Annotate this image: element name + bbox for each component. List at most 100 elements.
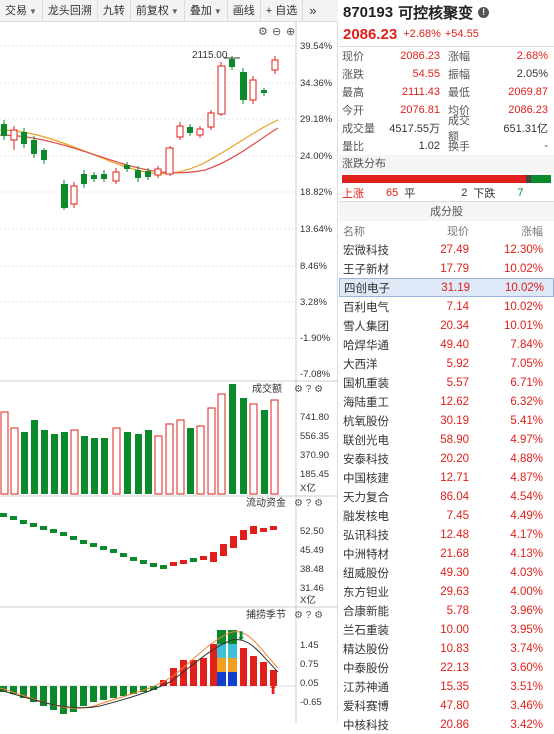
- component-row[interactable]: 合康新能 5.78 3.96%: [339, 601, 554, 620]
- quote-value: 2.05%: [516, 68, 548, 80]
- quote-key: 振幅: [448, 69, 470, 81]
- settings-icon[interactable]: ⚙ ? ⚙: [294, 498, 323, 509]
- component-change: 10.02%: [503, 300, 543, 313]
- axis-label: 29.18%: [300, 114, 333, 125]
- component-price: 10.00: [440, 623, 469, 636]
- quote-value: 2069.87: [508, 86, 548, 98]
- component-name: 哈焊华通: [343, 339, 389, 352]
- settings-icon[interactable]: ⚙: [258, 26, 268, 38]
- toolbar-draw[interactable]: 画线: [228, 0, 261, 22]
- component-price: 47.80: [440, 699, 469, 712]
- component-row[interactable]: 精达股份 10.83 3.74%: [339, 639, 554, 658]
- chart-panel[interactable]: 交易 ▼ 龙头回溯 九转 前复权 ▼ 叠加 ▼ 画线 + 自选 »: [0, 0, 338, 723]
- plus-icon[interactable]: ⊕: [286, 26, 295, 38]
- component-name: 海陆重工: [343, 396, 389, 409]
- component-row[interactable]: 雪人集团 20.34 10.01%: [339, 316, 554, 335]
- chevron-down-icon: ▼: [213, 6, 222, 16]
- toolbar-trade[interactable]: 交易 ▼: [0, 0, 43, 22]
- distribution-flat-segment: [525, 175, 532, 183]
- component-row[interactable]: 东方钽业 29.63 4.00%: [339, 582, 554, 601]
- component-row[interactable]: 中核科技 20.86 3.42%: [339, 715, 554, 734]
- component-name: 中泰股份: [343, 662, 389, 675]
- component-row[interactable]: 中国核建 12.71 4.87%: [339, 468, 554, 487]
- component-row[interactable]: 安泰科技 20.20 4.88%: [339, 449, 554, 468]
- component-row[interactable]: 天力复合 86.04 4.54%: [339, 487, 554, 506]
- more-icon[interactable]: »: [309, 2, 317, 18]
- component-change: 6.71%: [510, 376, 543, 389]
- component-price: 20.20: [440, 452, 469, 465]
- component-row[interactable]: 大西洋 5.92 7.05%: [339, 354, 554, 373]
- component-change: 4.97%: [510, 433, 543, 446]
- header-price[interactable]: 现价: [447, 225, 469, 238]
- minus-icon[interactable]: ⊖: [272, 26, 281, 38]
- volume-title: 成交额: [252, 382, 282, 395]
- fund-axis: 52.50 45.49 38.48 31.46 X亿: [300, 526, 324, 606]
- component-row[interactable]: 联创光电 58.90 4.97%: [339, 430, 554, 449]
- header-change[interactable]: 涨幅: [521, 225, 543, 238]
- price-grid: [0, 45, 296, 339]
- toolbar-adjust[interactable]: 前复权 ▼: [131, 0, 185, 22]
- quote-code: 870193: [343, 3, 394, 21]
- component-row[interactable]: 国机重装 5.57 6.71%: [339, 373, 554, 392]
- quote-price-row: 2086.23 +2.68% +54.55: [339, 24, 554, 44]
- toolbar-adjust-label: 前复权: [135, 4, 169, 17]
- distribution-up-segment: [342, 175, 526, 183]
- info-icon[interactable]: !: [478, 6, 490, 18]
- fund-bars: [0, 513, 277, 569]
- component-row[interactable]: 宏微科技 27.49 12.30%: [339, 240, 554, 259]
- component-price: 21.68: [440, 547, 469, 560]
- quote-key: 最低: [448, 87, 470, 99]
- component-change: 4.17%: [510, 528, 543, 541]
- change-amount: +54.55: [444, 28, 479, 40]
- component-row[interactable]: 江苏神通 15.35 3.51%: [339, 677, 554, 696]
- component-row[interactable]: 四创电子 31.19 10.02%: [339, 278, 554, 297]
- catch-title: 捕捞季节: [246, 608, 286, 621]
- component-price: 7.45: [446, 509, 469, 522]
- component-row[interactable]: 融发核电 7.45 4.49%: [339, 506, 554, 525]
- component-row[interactable]: 纽威股份 49.30 4.03%: [339, 563, 554, 582]
- component-change: 10.02%: [504, 281, 544, 294]
- component-name: 弘讯科技: [343, 529, 389, 542]
- settings-icon[interactable]: ⚙ ? ⚙: [294, 384, 323, 395]
- toolbar-watchlist[interactable]: + 自选: [261, 0, 304, 22]
- axis-label: 39.54%: [300, 41, 333, 52]
- candlesticks: [1, 56, 279, 210]
- quote-name: 可控核聚变: [398, 4, 474, 22]
- component-row[interactable]: 百利电气 7.14 10.02%: [339, 297, 554, 316]
- component-price: 31.19: [441, 281, 470, 294]
- component-name: 兰石重装: [343, 624, 389, 637]
- quote-key: 现价: [342, 51, 364, 63]
- header-name[interactable]: 名称: [343, 225, 365, 238]
- axis-label: 741.80: [300, 412, 329, 423]
- component-price: 5.57: [446, 376, 469, 389]
- component-change: 4.54%: [510, 490, 543, 503]
- component-row[interactable]: 海陆重工 12.62 6.32%: [339, 392, 554, 411]
- toolbar-trade-label: 交易: [5, 4, 27, 17]
- axis-label: 556.35: [300, 431, 329, 442]
- toolbar-overlay[interactable]: 叠加 ▼: [185, 0, 228, 22]
- component-row[interactable]: 兰石重装 10.00 3.95%: [339, 620, 554, 639]
- component-row[interactable]: 弘讯科技 12.48 4.17%: [339, 525, 554, 544]
- axis-unit: X亿: [300, 482, 316, 494]
- component-name: 宏微科技: [343, 244, 389, 257]
- distribution-labels: 上涨 65 平 2 下跌 7: [339, 185, 554, 201]
- toolbar-nine-turn[interactable]: 九转: [98, 0, 131, 22]
- toolbar-leader-review[interactable]: 龙头回溯: [43, 0, 98, 22]
- component-price: 58.90: [440, 433, 469, 446]
- quote-value: 54.55: [412, 68, 440, 80]
- component-price: 49.40: [440, 338, 469, 351]
- component-name: 中国核建: [343, 472, 389, 485]
- component-price: 17.79: [440, 262, 469, 275]
- component-row[interactable]: 中洲特材 21.68 4.13%: [339, 544, 554, 563]
- ma-line-short: [0, 119, 279, 175]
- component-change: 3.51%: [510, 680, 543, 693]
- component-change: 12.30%: [503, 243, 543, 256]
- component-row[interactable]: 哈焊华通 49.40 7.84%: [339, 335, 554, 354]
- component-row[interactable]: 王子新材 17.79 10.02%: [339, 259, 554, 278]
- component-name: 国机重装: [343, 377, 389, 390]
- component-row[interactable]: 爱科赛博 47.80 3.46%: [339, 696, 554, 715]
- component-row[interactable]: 中泰股份 22.13 3.60%: [339, 658, 554, 677]
- component-row[interactable]: 杭氧股份 30.19 5.41%: [339, 411, 554, 430]
- divider: [339, 46, 554, 47]
- settings-icon[interactable]: ⚙ ? ⚙: [294, 610, 323, 621]
